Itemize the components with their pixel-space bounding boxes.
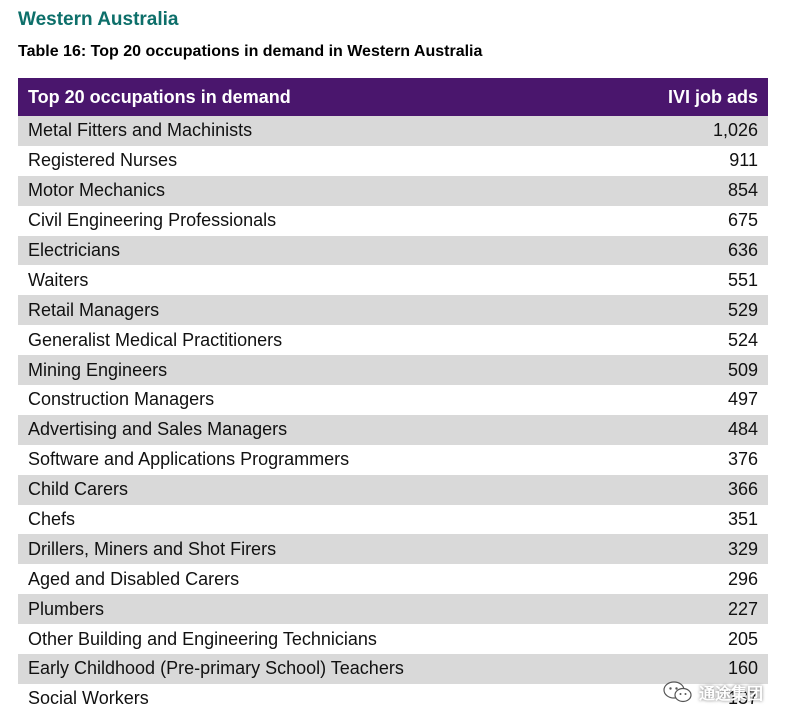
- occupation-cell: Child Carers: [28, 479, 129, 500]
- job-ads-cell: 636: [727, 240, 758, 260]
- job-ads-cell: 227: [727, 598, 758, 619]
- table-row: Generalist Medical Practitioners 524: [18, 325, 768, 355]
- table-row: Aged and Disabled Carers 296: [18, 564, 768, 594]
- occupation-cell: Registered Nurses: [28, 150, 178, 171]
- table-row: Drillers, Miners and Shot Firers 329: [18, 534, 768, 565]
- job-ads-cell: 911: [729, 150, 758, 171]
- table-body: Metal Fitters and Machinists 1,026 Registe…: [18, 116, 768, 714]
- table-row: Child Carers 366: [18, 474, 768, 505]
- wechat-icon: [663, 680, 693, 704]
- occupations-table: Top 20 occupations in demand IVI job ads…: [18, 78, 768, 714]
- table-row: Chefs 351: [18, 505, 768, 535]
- job-ads-cell: 351: [727, 509, 758, 530]
- table-row: Early Childhood (Pre-primary School) Tea…: [18, 654, 768, 684]
- job-ads-cell: 551: [727, 269, 758, 290]
- header-job-ads: IVI job ads: [667, 86, 758, 107]
- table-row: Plumbers 227: [18, 594, 768, 625]
- job-ads-cell: 524: [727, 329, 758, 350]
- occupation-cell: Civil Engineering Professionals: [28, 210, 277, 231]
- table-row: Electricians 636: [18, 235, 768, 266]
- table-row: Other Building and Engineering Technicia…: [18, 624, 768, 654]
- table-row: Motor Mechanics 854: [18, 175, 768, 206]
- watermark: 通途集团: [663, 680, 763, 704]
- job-ads-cell: 497: [727, 389, 758, 410]
- table-header: Top 20 occupations in demand IVI job ads: [18, 78, 768, 116]
- job-ads-cell: 205: [727, 628, 758, 649]
- job-ads-cell: 329: [727, 538, 758, 559]
- occupation-cell: Construction Managers: [28, 389, 215, 410]
- table-row: Civil Engineering Professionals 675: [18, 206, 768, 236]
- job-ads-cell: 484: [727, 419, 758, 440]
- job-ads-cell: 854: [727, 180, 758, 201]
- occupation-cell: Electricians: [28, 240, 121, 260]
- occupation-cell: Plumbers: [28, 598, 105, 619]
- occupation-cell: Software and Applications Programmers: [28, 449, 350, 470]
- job-ads-cell: 1,026: [712, 120, 758, 141]
- section-title: Western Australia: [18, 9, 179, 30]
- table-row: Retail Managers 529: [18, 295, 768, 326]
- occupation-cell: Advertising and Sales Managers: [28, 419, 288, 440]
- occupation-cell: Metal Fitters and Machinists: [28, 120, 253, 141]
- watermark-text: 通途集团: [698, 686, 763, 703]
- occupation-cell: Generalist Medical Practitioners: [28, 329, 283, 350]
- job-ads-cell: 160: [727, 658, 758, 679]
- occupation-cell: Drillers, Miners and Shot Firers: [28, 538, 277, 559]
- table-row: Software and Applications Programmers 376: [18, 445, 768, 475]
- table-row: Mining Engineers 509: [18, 355, 768, 386]
- job-ads-cell: 376: [727, 449, 758, 470]
- occupation-cell: Other Building and Engineering Technicia…: [28, 628, 377, 649]
- occupation-cell: Retail Managers: [28, 299, 160, 320]
- occupation-cell: Mining Engineers: [28, 359, 168, 380]
- job-ads-cell: 137: [727, 688, 758, 709]
- table-row: Metal Fitters and Machinists 1,026: [18, 116, 768, 146]
- table-caption: Table 16: Top 20 occupations in demand i…: [18, 43, 483, 60]
- table-row: Social Workers 137: [18, 684, 768, 714]
- table-row: Construction Managers 497: [18, 385, 768, 415]
- table-row: Registered Nurses 911: [18, 146, 768, 176]
- table-row: Waiters 551: [18, 265, 768, 295]
- occupation-cell: Waiters: [28, 269, 89, 290]
- job-ads-cell: 296: [727, 568, 758, 589]
- occupation-cell: Social Workers: [28, 688, 149, 709]
- occupation-cell: Motor Mechanics: [28, 180, 166, 201]
- occupation-cell: Aged and Disabled Carers: [28, 568, 240, 589]
- occupation-cell: Early Childhood (Pre-primary School) Tea…: [28, 658, 404, 679]
- job-ads-cell: 529: [727, 299, 758, 320]
- table-row: Advertising and Sales Managers 484: [18, 414, 768, 445]
- job-ads-cell: 366: [727, 479, 758, 500]
- job-ads-cell: 675: [727, 210, 758, 231]
- occupation-cell: Chefs: [28, 509, 76, 530]
- job-ads-cell: 509: [727, 359, 758, 380]
- header-occupation: Top 20 occupations in demand: [28, 86, 291, 107]
